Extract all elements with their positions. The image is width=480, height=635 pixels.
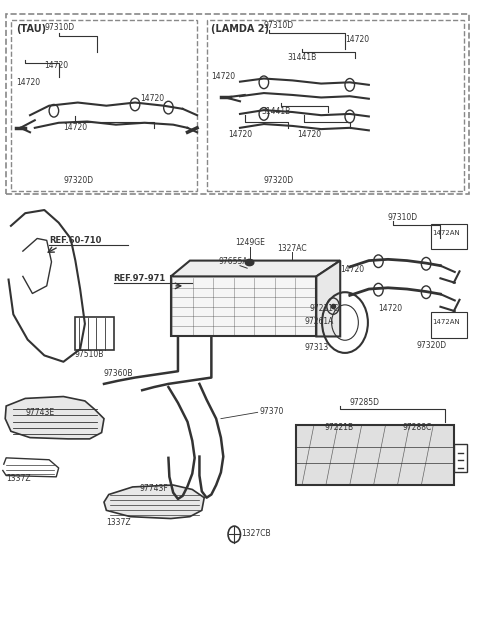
Text: 14720: 14720 <box>16 78 40 87</box>
Text: 1249GE: 1249GE <box>235 238 265 248</box>
Bar <box>454 444 467 472</box>
Text: 14720: 14720 <box>140 93 164 103</box>
Polygon shape <box>5 396 104 439</box>
Bar <box>6 14 469 194</box>
Text: 97288C: 97288C <box>402 423 432 432</box>
Text: 14720: 14720 <box>63 123 87 131</box>
Text: 97370: 97370 <box>259 406 284 415</box>
Text: 31441B: 31441B <box>288 53 317 62</box>
Text: 97221B: 97221B <box>325 423 354 432</box>
Text: 1327AC: 1327AC <box>277 244 307 253</box>
Text: 97285D: 97285D <box>350 398 380 407</box>
Text: 14720: 14720 <box>228 130 252 139</box>
Text: 97313: 97313 <box>304 344 329 352</box>
Text: 1472AN: 1472AN <box>432 231 460 236</box>
Text: 1327CB: 1327CB <box>241 529 271 538</box>
Bar <box>11 20 197 191</box>
Text: 97743E: 97743E <box>25 408 54 417</box>
Text: 97510B: 97510B <box>74 351 104 359</box>
Text: 97360B: 97360B <box>104 369 133 378</box>
Text: 31441B: 31441B <box>262 107 291 116</box>
Text: 97310D: 97310D <box>388 213 418 222</box>
Bar <box>75 318 114 351</box>
Text: 97320D: 97320D <box>417 341 447 350</box>
Ellipse shape <box>245 259 254 265</box>
Bar <box>206 20 464 191</box>
Text: 14720: 14720 <box>297 130 322 139</box>
Text: REF.97-971: REF.97-971 <box>114 274 166 283</box>
Text: (LAMDA 2): (LAMDA 2) <box>211 23 269 34</box>
Text: 97655A: 97655A <box>218 257 248 267</box>
Bar <box>431 224 467 249</box>
Text: 97320D: 97320D <box>264 177 294 185</box>
Text: 1472AN: 1472AN <box>432 319 460 325</box>
Text: 14720: 14720 <box>211 72 236 81</box>
Polygon shape <box>171 260 340 276</box>
Text: 14720: 14720 <box>340 265 364 274</box>
Text: 97261A: 97261A <box>304 317 334 326</box>
Text: 1337Z: 1337Z <box>6 474 31 483</box>
Text: 14720: 14720 <box>345 36 369 44</box>
Text: 97743F: 97743F <box>140 485 168 493</box>
Text: 1337Z: 1337Z <box>107 518 131 527</box>
Polygon shape <box>104 485 204 519</box>
Text: (TAU): (TAU) <box>16 23 46 34</box>
Text: 97310D: 97310D <box>264 21 294 30</box>
Bar <box>296 425 454 485</box>
Text: 97211C: 97211C <box>309 304 338 313</box>
Text: REF.60-710: REF.60-710 <box>49 236 101 245</box>
Text: 14720: 14720 <box>378 304 403 313</box>
Text: 14720: 14720 <box>44 61 69 70</box>
Text: 97310D: 97310D <box>44 23 74 32</box>
Bar <box>431 312 467 338</box>
Text: 97320D: 97320D <box>63 177 94 185</box>
Polygon shape <box>316 260 340 337</box>
Polygon shape <box>171 276 316 337</box>
